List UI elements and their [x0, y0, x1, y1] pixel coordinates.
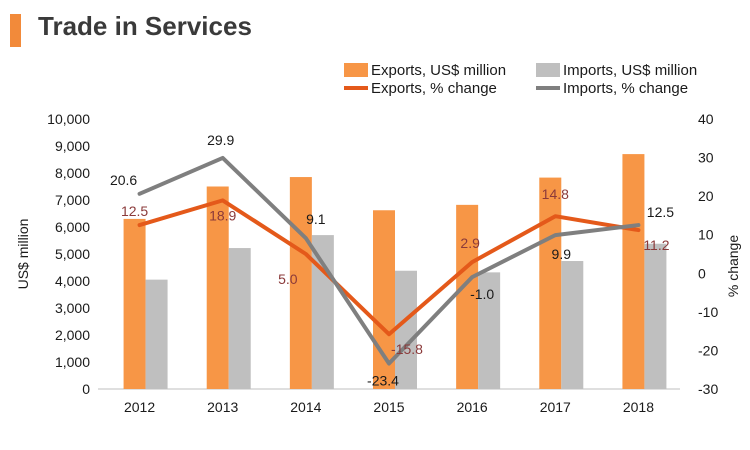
- imports-bar: [644, 243, 667, 389]
- legend-exports-bar-label: Exports, US$ million: [371, 62, 506, 79]
- left-tick-label: 2,000: [55, 327, 90, 343]
- x-tick-label: 2017: [540, 399, 571, 415]
- left-tick-label: 0: [82, 381, 90, 397]
- exports-change-label: 12.5: [121, 203, 148, 219]
- left-axis-title: US$ million: [15, 219, 31, 290]
- imports-bar: [561, 261, 584, 389]
- exports-bar: [123, 218, 146, 389]
- left-tick-label: 8,000: [55, 165, 90, 181]
- x-tick-label: 2018: [623, 399, 654, 415]
- imports-change-label: 20.6: [110, 172, 137, 188]
- imports-change-label: -1.0: [470, 286, 494, 302]
- imports-bar: [478, 272, 501, 389]
- bars: [123, 154, 667, 389]
- left-tick-label: 3,000: [55, 300, 90, 316]
- right-tick-label: 20: [698, 188, 714, 204]
- left-tick-label: 6,000: [55, 219, 90, 235]
- legend-exports-line-label: Exports, % change: [371, 80, 497, 97]
- exports-change-label: 2.9: [460, 235, 480, 251]
- exports-change-label: 5.0: [278, 271, 298, 287]
- right-tick-label: 30: [698, 150, 714, 166]
- right-tick-label: 0: [698, 265, 706, 281]
- imports-bar: [311, 235, 334, 389]
- imports-change-label: 9.1: [306, 211, 326, 227]
- exports-bar: [622, 154, 645, 389]
- left-tick-label: 10,000: [47, 111, 90, 127]
- page-title: Trade in Services: [38, 11, 252, 41]
- imports-change-label: 12.5: [647, 204, 674, 220]
- x-tick-label: 2013: [207, 399, 238, 415]
- exports-change-label: -15.8: [391, 341, 423, 357]
- exports-bar: [456, 204, 479, 389]
- left-tick-label: 7,000: [55, 192, 90, 208]
- x-tick-label: 2012: [124, 399, 155, 415]
- imports-change-label: 29.9: [207, 132, 234, 148]
- exports-bar: [206, 186, 229, 389]
- exports-change-label: 18.9: [209, 207, 236, 223]
- right-tick-label: 40: [698, 111, 714, 127]
- imports-change-label: -23.4: [367, 373, 399, 389]
- exports-change-line: [137, 198, 641, 337]
- imports-bar: [228, 248, 251, 389]
- data-labels: 12.5 18.9 5.0 -15.8 2.9 14.8 11.2 20.6 29.9 9.1 -2…: [110, 132, 674, 389]
- legend-exports-bar-swatch: [344, 63, 368, 77]
- x-tick-label: 2014: [290, 399, 321, 415]
- imports-bar: [395, 270, 417, 389]
- right-axis-title: % change: [725, 235, 741, 297]
- legend-imports-bar-swatch: [536, 63, 560, 77]
- title-accent-bar: [10, 14, 21, 47]
- right-tick-label: -30: [698, 381, 718, 397]
- left-tick-label: 9,000: [55, 138, 90, 154]
- axes: 0 1,000 2,000 3,000 4,000 5,000 6,000 7,000 8,00…: [15, 111, 741, 415]
- left-tick-label: 4,000: [55, 273, 90, 289]
- exports-bar: [539, 177, 562, 389]
- right-tick-label: 10: [698, 227, 714, 243]
- right-tick-label: -10: [698, 304, 718, 320]
- imports-bar: [145, 279, 168, 389]
- lines: [137, 155, 641, 366]
- imports-change-label: 9.9: [552, 246, 572, 262]
- legend: Exports, US$ million Imports, US$ million…: [344, 62, 697, 97]
- imports-change-line: [137, 155, 641, 366]
- legend-imports-line-label: Imports, % change: [563, 80, 688, 97]
- legend-imports-bar-label: Imports, US$ million: [563, 62, 697, 79]
- x-tick-label: 2015: [373, 399, 404, 415]
- exports-change-label: 11.2: [643, 237, 669, 253]
- left-tick-label: 5,000: [55, 246, 90, 262]
- x-tick-label: 2016: [457, 399, 488, 415]
- left-tick-label: 1,000: [55, 354, 90, 370]
- exports-change-label: 14.8: [542, 186, 569, 202]
- right-tick-label: -20: [698, 342, 718, 358]
